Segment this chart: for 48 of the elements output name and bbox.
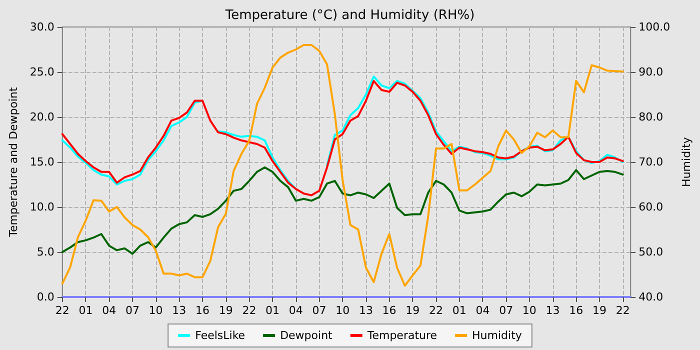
x-tick-label: 16 xyxy=(382,304,396,317)
x-tick-label: 13 xyxy=(172,304,186,317)
x-tick-label: 07 xyxy=(312,304,326,317)
x-tick-label: 07 xyxy=(125,304,140,317)
legend-label: Dewpoint xyxy=(280,329,334,342)
y-tick-label: 0.0 xyxy=(36,290,54,304)
x-tick-label: 10 xyxy=(148,304,163,317)
legend-label: FeelsLike xyxy=(195,329,246,342)
x-tick-label: 07 xyxy=(499,304,514,317)
x-tick-label: 19 xyxy=(218,304,233,317)
x-tick-label: 01 xyxy=(266,304,280,317)
legend-label: Humidity xyxy=(472,329,522,342)
x-tick-label: 13 xyxy=(546,304,560,317)
x-tick-label: 22 xyxy=(429,304,444,317)
line-series xyxy=(61,44,624,287)
x-tick-label: 13 xyxy=(358,304,373,317)
x-tick-label: 01 xyxy=(78,304,93,317)
x-tick-label: 04 xyxy=(476,304,490,317)
x-tick-label: 22 xyxy=(55,304,70,317)
line-series xyxy=(61,166,624,255)
y-tick-label: 20.0 xyxy=(30,110,54,124)
y2-tick-label: 90.0 xyxy=(638,66,664,78)
x-tick-label: 22 xyxy=(616,304,630,317)
x-tick-label: 16 xyxy=(569,304,584,317)
x-tick-label: 19 xyxy=(592,304,606,317)
y2-axis-title: Humidity xyxy=(680,136,693,187)
y-tick-label: 15.0 xyxy=(30,156,54,168)
y2-tick-label: 60.0 xyxy=(638,200,664,214)
y-tick-label: 10.0 xyxy=(30,200,54,214)
y2-tick-label: 70.0 xyxy=(638,156,664,168)
x-tick-label: 04 xyxy=(102,304,116,317)
legend-label: Temperature xyxy=(366,329,438,342)
x-tick-label: 10 xyxy=(336,304,350,317)
x-tick-label: 19 xyxy=(406,304,420,317)
chart-title: Temperature (°C) and Humidity (RH%) xyxy=(224,8,475,23)
x-tick-label: 22 xyxy=(242,304,256,317)
y-tick-label: 25.0 xyxy=(30,66,54,78)
y2-tick-label: 80.0 xyxy=(638,110,664,124)
y-tick-label: 5.0 xyxy=(36,246,54,258)
x-tick-label: 10 xyxy=(522,304,536,317)
y2-tick-label: 50.0 xyxy=(638,246,664,258)
y2-tick-label: 100.0 xyxy=(638,20,670,34)
y2-tick-label: 40.0 xyxy=(638,290,664,304)
x-tick-label: 04 xyxy=(288,304,303,317)
x-tick-label: 16 xyxy=(196,304,210,317)
x-tick-label: 01 xyxy=(452,304,466,317)
y-axis-title: Temperature and Dewpoint xyxy=(7,86,20,238)
y-tick-label: 30.0 xyxy=(30,20,54,34)
